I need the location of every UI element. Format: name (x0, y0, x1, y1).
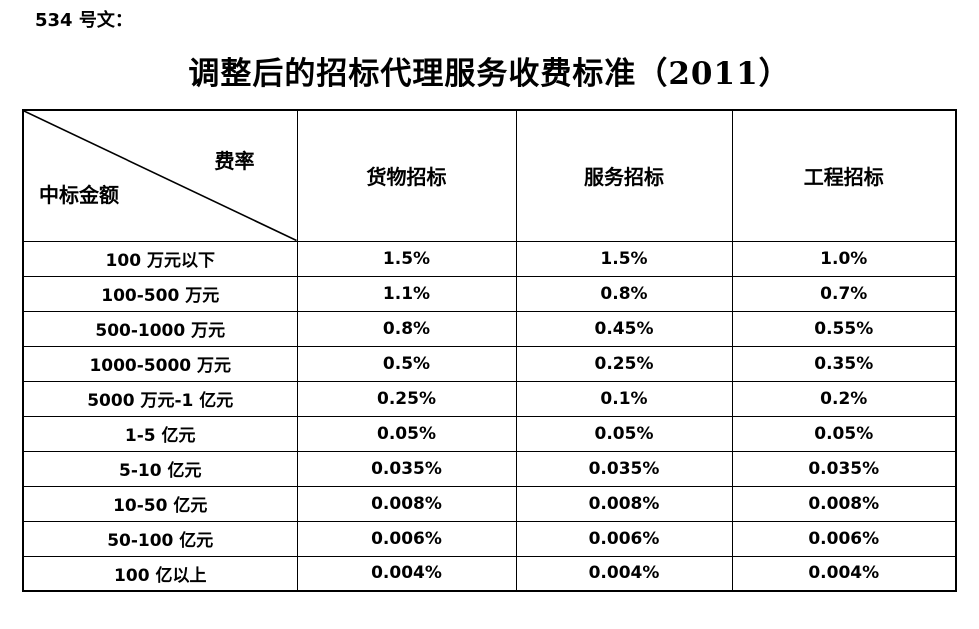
service-rate-cell: 0.8% (515, 275, 733, 312)
engineering-rate-cell: 0.7% (731, 275, 957, 312)
engineering-rate-cell: 0.35% (731, 345, 957, 382)
corner-header-cell: 费率 中标金额 (22, 109, 298, 242)
service-rate-cell: 0.035% (515, 450, 733, 487)
engineering-rate-cell: 1.0% (731, 240, 957, 277)
goods-rate-cell: 0.004% (296, 555, 517, 592)
service-rate-cell: 0.05% (515, 415, 733, 452)
goods-rate-cell: 0.25% (296, 380, 517, 417)
engineering-rate-cell: 0.008% (731, 485, 957, 522)
service-rate-cell: 0.1% (515, 380, 733, 417)
table-row: 500-1000 万元 0.8% 0.45% 0.55% (22, 310, 957, 347)
table-row: 50-100 亿元 0.006% 0.006% 0.006% (22, 520, 957, 557)
table-header: 费率 中标金额 货物招标 服务招标 工程招标 (22, 109, 957, 242)
engineering-rate-cell: 0.035% (731, 450, 957, 487)
service-rate-cell: 0.006% (515, 520, 733, 557)
service-rate-cell: 0.25% (515, 345, 733, 382)
engineering-rate-cell: 0.006% (731, 520, 957, 557)
goods-rate-cell: 0.008% (296, 485, 517, 522)
amount-cell: 100 亿以上 (22, 555, 298, 592)
table-row: 10-50 亿元 0.008% 0.008% 0.008% (22, 485, 957, 522)
amount-cell: 5-10 亿元 (22, 450, 298, 487)
goods-rate-cell: 0.05% (296, 415, 517, 452)
amount-cell: 1-5 亿元 (22, 415, 298, 452)
amount-cell: 100-500 万元 (22, 275, 298, 312)
engineering-rate-cell: 0.05% (731, 415, 957, 452)
goods-rate-cell: 0.8% (296, 310, 517, 347)
table-row: 100 亿以上 0.004% 0.004% 0.004% (22, 555, 957, 592)
column-header-goods: 货物招标 (296, 109, 517, 242)
corner-label-bid-amount: 中标金额 (39, 182, 119, 207)
diagonal-divider-line (24, 111, 297, 241)
service-rate-cell: 0.004% (515, 555, 733, 592)
engineering-rate-cell: 0.55% (731, 310, 957, 347)
corner-label-fee-rate: 费率 (214, 149, 255, 173)
amount-cell: 5000 万元-1 亿元 (22, 380, 298, 417)
engineering-rate-cell: 0.2% (731, 380, 957, 417)
table-row: 5-10 亿元 0.035% 0.035% 0.035% (22, 450, 957, 487)
goods-rate-cell: 1.1% (296, 275, 517, 312)
service-rate-cell: 0.008% (515, 485, 733, 522)
table-body: 100 万元以下 1.5% 1.5% 1.0% 100-500 万元 1.1% 0.8% 0.… (22, 240, 957, 592)
service-rate-cell: 1.5% (515, 240, 733, 277)
page-title: 调整后的招标代理服务收费标准（2011） (188, 56, 791, 92)
table-row: 5000 万元-1 亿元 0.25% 0.1% 0.2% (22, 380, 957, 417)
engineering-rate-cell: 0.004% (731, 555, 957, 592)
amount-cell: 50-100 亿元 (22, 520, 298, 557)
table-row: 100 万元以下 1.5% 1.5% 1.0% (22, 240, 957, 277)
column-header-service: 服务招标 (515, 109, 733, 242)
table-header-row: 费率 中标金额 货物招标 服务招标 工程招标 (22, 109, 957, 242)
doc-number: 534 号文： (35, 10, 133, 31)
goods-rate-cell: 0.035% (296, 450, 517, 487)
goods-rate-cell: 1.5% (296, 240, 517, 277)
service-rate-cell: 0.45% (515, 310, 733, 347)
amount-cell: 500-1000 万元 (22, 310, 298, 347)
table-row: 1000-5000 万元 0.5% 0.25% 0.35% (22, 345, 957, 382)
table-row: 100-500 万元 1.1% 0.8% 0.7% (22, 275, 957, 312)
fee-rate-table: 费率 中标金额 货物招标 服务招标 工程招标 100 万元以下 1.5% 1.5% 1… (22, 109, 957, 592)
table-row: 1-5 亿元 0.05% 0.05% 0.05% (22, 415, 957, 452)
column-header-engineering: 工程招标 (731, 109, 957, 242)
goods-rate-cell: 0.5% (296, 345, 517, 382)
goods-rate-cell: 0.006% (296, 520, 517, 557)
amount-cell: 10-50 亿元 (22, 485, 298, 522)
amount-cell: 1000-5000 万元 (22, 345, 298, 382)
amount-cell: 100 万元以下 (22, 240, 298, 277)
